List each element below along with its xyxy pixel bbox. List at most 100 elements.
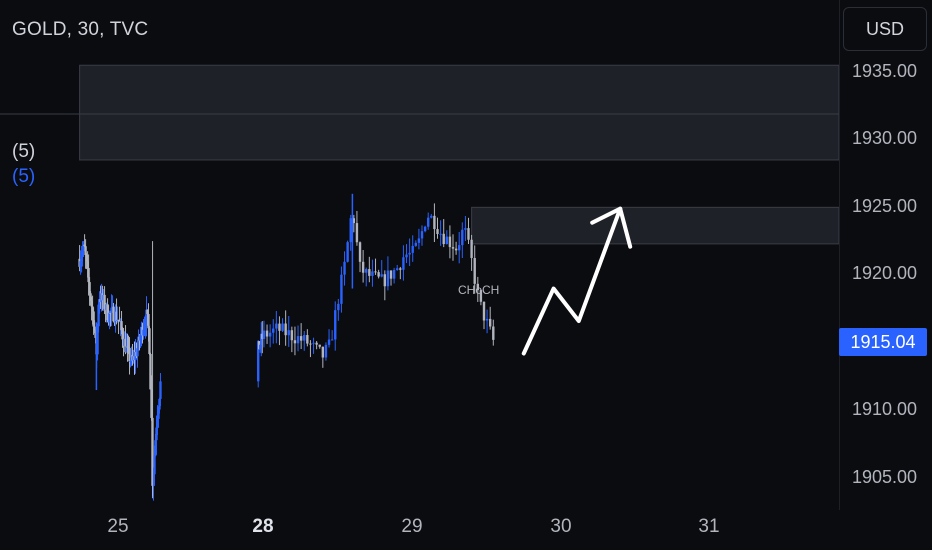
candle-body bbox=[281, 323, 284, 331]
candle-body bbox=[158, 398, 161, 410]
candle-body bbox=[93, 326, 96, 331]
candle-body bbox=[306, 335, 309, 344]
candle-body bbox=[337, 303, 340, 311]
candle-body bbox=[349, 218, 352, 243]
indicator-label: (5) bbox=[12, 141, 36, 162]
candle-body bbox=[405, 254, 408, 258]
candle-body bbox=[144, 326, 147, 328]
candle-body bbox=[121, 330, 124, 340]
candle-body bbox=[458, 245, 461, 251]
candle-body bbox=[315, 342, 318, 345]
candle-body bbox=[143, 326, 146, 330]
candle-body bbox=[262, 330, 266, 339]
candle-body bbox=[371, 271, 374, 276]
candle-body bbox=[420, 231, 424, 239]
candle-body bbox=[374, 271, 377, 273]
candle-body bbox=[377, 272, 380, 277]
candle-body bbox=[139, 335, 142, 341]
candle-body bbox=[156, 418, 159, 428]
candle-body bbox=[467, 228, 470, 240]
candle-body bbox=[278, 323, 281, 331]
candle-body bbox=[417, 238, 421, 243]
candle-body bbox=[115, 311, 118, 321]
candle-body bbox=[423, 226, 427, 232]
candle-body bbox=[153, 455, 156, 475]
candle-body bbox=[108, 312, 111, 323]
candle-body bbox=[118, 320, 121, 322]
currency-button[interactable]: USD bbox=[843, 7, 927, 51]
candle-body bbox=[485, 318, 489, 321]
candle-body bbox=[488, 318, 492, 327]
candle-body bbox=[88, 282, 91, 294]
candle-body bbox=[260, 333, 263, 345]
candle-body bbox=[147, 313, 150, 329]
candle-body bbox=[445, 236, 449, 245]
candle-body bbox=[112, 306, 115, 322]
candle-body bbox=[275, 323, 278, 329]
candle-body bbox=[439, 233, 442, 235]
price-tick: 1920.00 bbox=[852, 263, 918, 283]
date-tick: 30 bbox=[550, 516, 572, 537]
indicator-label-secondary: (5) bbox=[12, 166, 36, 187]
candle-body bbox=[83, 244, 86, 247]
candle-body bbox=[454, 248, 458, 251]
candle-body bbox=[257, 341, 260, 382]
date-tick: 28 bbox=[252, 516, 274, 537]
candle-body bbox=[97, 304, 100, 327]
candle-body bbox=[318, 344, 321, 347]
candle-body bbox=[334, 310, 337, 340]
candle-body bbox=[430, 215, 433, 218]
candle-body bbox=[303, 335, 306, 341]
candle-body bbox=[148, 328, 151, 354]
candle-body bbox=[368, 269, 371, 276]
candle-body bbox=[92, 311, 95, 327]
candle-body bbox=[309, 343, 312, 345]
candle-body bbox=[142, 329, 145, 336]
candle-body bbox=[110, 307, 113, 313]
candle-body bbox=[129, 360, 132, 362]
candle-body bbox=[89, 293, 92, 302]
candle-body bbox=[414, 242, 418, 246]
candle-body bbox=[145, 309, 148, 327]
candle-body bbox=[109, 312, 112, 314]
candle-body bbox=[448, 236, 452, 248]
candle-body bbox=[386, 270, 390, 287]
candle-body bbox=[461, 229, 464, 246]
date-tick: 25 bbox=[107, 516, 129, 537]
candle-body bbox=[355, 223, 359, 243]
candle-body bbox=[343, 261, 346, 275]
candle-body bbox=[346, 242, 349, 262]
candle-body bbox=[399, 268, 402, 270]
candle-body bbox=[155, 427, 158, 441]
candle-body bbox=[149, 353, 152, 390]
candle-body bbox=[352, 218, 356, 224]
candle-body bbox=[85, 255, 88, 262]
candle-body bbox=[470, 239, 473, 259]
candle-body bbox=[402, 257, 405, 270]
candle-body bbox=[117, 319, 120, 321]
choch-annotation: CHoCH bbox=[458, 283, 500, 297]
candle-body bbox=[287, 330, 290, 336]
candle-body bbox=[80, 257, 83, 262]
price-tick: 1905.00 bbox=[852, 467, 918, 487]
candle-body bbox=[436, 229, 439, 235]
candle-body bbox=[152, 474, 155, 486]
candle-body bbox=[324, 344, 328, 358]
candle-body bbox=[127, 346, 130, 348]
candle-body bbox=[137, 336, 140, 349]
candle-body bbox=[79, 261, 82, 267]
candle-body bbox=[84, 246, 87, 256]
candle-body bbox=[383, 274, 387, 287]
price-tick: 1910.00 bbox=[852, 399, 918, 419]
candle-body bbox=[296, 336, 300, 344]
candle-body bbox=[159, 381, 162, 399]
candle-body bbox=[451, 247, 455, 249]
candle-body bbox=[81, 251, 84, 258]
candle-body bbox=[94, 330, 97, 338]
candle-body bbox=[479, 290, 483, 302]
candle-body bbox=[380, 274, 383, 277]
candle-body bbox=[476, 283, 479, 291]
candle-body bbox=[365, 269, 368, 273]
date-tick: 29 bbox=[401, 516, 423, 537]
